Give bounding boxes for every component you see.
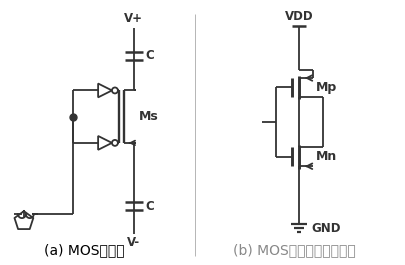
Text: C: C xyxy=(145,200,154,213)
Text: C: C xyxy=(145,49,154,62)
Text: V+: V+ xyxy=(124,12,143,25)
Text: (b) MOS开关管中的反相器: (b) MOS开关管中的反相器 xyxy=(232,243,354,257)
Text: V-: V- xyxy=(127,236,140,249)
Text: GND: GND xyxy=(311,223,341,236)
Text: Mp: Mp xyxy=(315,81,336,94)
Text: (a) MOS开关管: (a) MOS开关管 xyxy=(44,243,124,257)
Text: VDD: VDD xyxy=(284,10,313,23)
Text: Mn: Mn xyxy=(315,150,336,163)
Text: Ms: Ms xyxy=(139,110,158,123)
